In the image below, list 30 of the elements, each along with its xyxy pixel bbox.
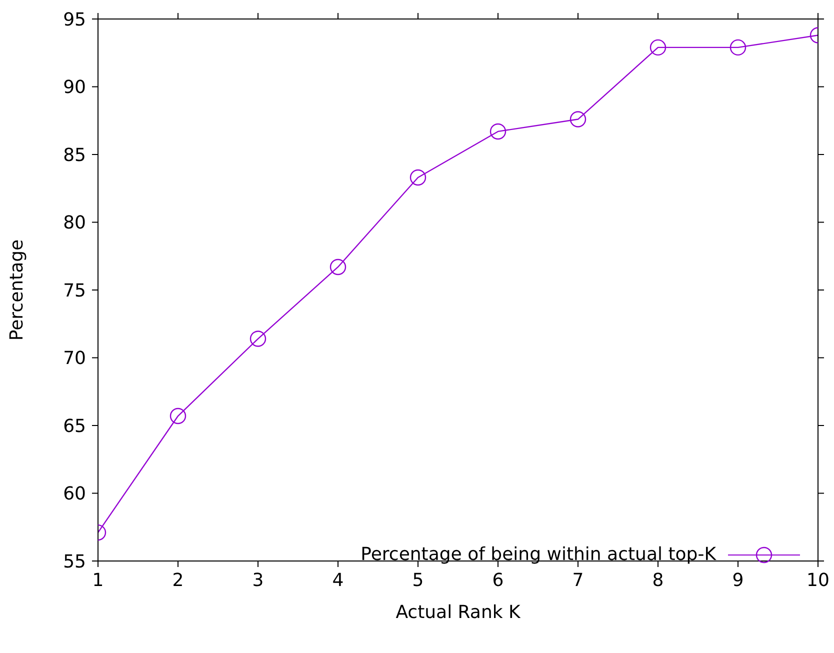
y-tick-label: 90 (63, 77, 86, 98)
x-tick-label: 1 (92, 570, 104, 591)
x-tick-label: 7 (572, 570, 584, 591)
y-tick-label: 55 (63, 551, 86, 572)
x-tick-label: 9 (732, 570, 744, 591)
x-tick-label: 4 (332, 570, 344, 591)
point (410, 169, 426, 186)
point (330, 258, 346, 276)
point (650, 39, 666, 56)
y-tick-label: 80 (63, 212, 86, 234)
y-tick-label: 70 (63, 348, 86, 370)
point (490, 123, 506, 140)
y-tick-label: 85 (63, 144, 86, 166)
y-tick-label: 75 (63, 280, 86, 302)
x-tick-label: 3 (252, 570, 264, 591)
y-axis-title: Percentage (6, 239, 28, 341)
point (730, 39, 746, 56)
point (570, 111, 586, 128)
x-tick-label: 8 (652, 570, 664, 591)
x-tick-label: 6 (492, 570, 504, 591)
x-tick-label: 10 (806, 570, 830, 591)
y-tick-label: 95 (63, 9, 86, 30)
point (250, 330, 266, 347)
point (170, 408, 186, 424)
x-axis-title: Actual Rank K (396, 602, 522, 623)
legend-label: Percentage of being within actual top-K (360, 544, 716, 565)
x-tick-label: 5 (412, 570, 424, 591)
y-tick-label: 65 (63, 416, 86, 437)
y-tick-label: 60 (63, 484, 86, 505)
x-tick-label: 2 (172, 570, 184, 591)
